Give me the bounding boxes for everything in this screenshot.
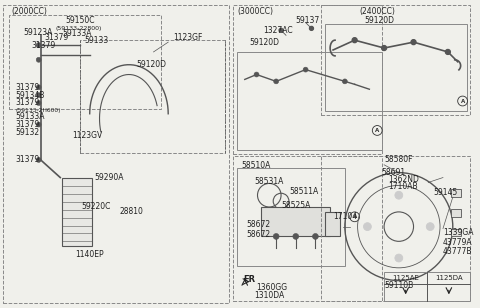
- Text: 59150C: 59150C: [65, 16, 95, 25]
- Text: 58691: 58691: [381, 168, 405, 177]
- Circle shape: [36, 85, 41, 90]
- Bar: [321, 5, 470, 115]
- Text: A: A: [375, 128, 379, 133]
- Circle shape: [36, 100, 41, 105]
- Circle shape: [426, 223, 434, 231]
- Text: 58531A: 58531A: [254, 177, 284, 186]
- Text: 1310DA: 1310DA: [254, 291, 285, 300]
- Text: 43777B: 43777B: [443, 247, 472, 256]
- Bar: [321, 156, 470, 301]
- Bar: [237, 52, 382, 150]
- Text: 59145: 59145: [433, 188, 457, 197]
- Text: 1125AE: 1125AE: [392, 275, 419, 281]
- Bar: [451, 209, 461, 217]
- Bar: [262, 207, 330, 237]
- Text: 1123GV: 1123GV: [72, 131, 102, 140]
- Circle shape: [342, 79, 348, 84]
- Text: 59120D: 59120D: [137, 60, 167, 69]
- Text: 59132: 59132: [15, 128, 39, 137]
- Text: (3000CC): (3000CC): [237, 7, 273, 16]
- Circle shape: [36, 122, 41, 127]
- Text: 59134B: 59134B: [15, 91, 45, 99]
- Text: 58672: 58672: [247, 230, 271, 239]
- Text: (2000CC): (2000CC): [11, 7, 47, 16]
- Text: (59133-2H600): (59133-2H600): [15, 108, 60, 113]
- Circle shape: [254, 72, 259, 77]
- Text: 43779A: 43779A: [443, 238, 473, 247]
- Circle shape: [352, 38, 357, 43]
- Text: 59133: 59133: [85, 36, 109, 45]
- Text: 59220C: 59220C: [82, 202, 111, 212]
- Circle shape: [273, 233, 279, 239]
- Text: 1360GG: 1360GG: [256, 283, 288, 292]
- Text: (59133-22800): (59133-22800): [55, 26, 102, 31]
- Text: 1327AC: 1327AC: [264, 26, 293, 35]
- Bar: [62, 177, 92, 246]
- Bar: [325, 24, 467, 111]
- Bar: [80, 40, 225, 153]
- Circle shape: [395, 191, 403, 199]
- Bar: [3, 5, 229, 303]
- Text: 58511A: 58511A: [289, 187, 318, 196]
- Text: 1339GA: 1339GA: [443, 228, 473, 237]
- Text: 31379: 31379: [45, 33, 69, 42]
- Text: 58525A: 58525A: [281, 201, 311, 209]
- Text: 58580F: 58580F: [384, 156, 413, 164]
- Text: 1362ND: 1362ND: [388, 175, 419, 184]
- Bar: [451, 229, 461, 237]
- Circle shape: [36, 157, 41, 162]
- Circle shape: [411, 40, 416, 45]
- Bar: [233, 5, 382, 154]
- Text: 1710AB: 1710AB: [388, 182, 418, 191]
- Text: 59120D: 59120D: [364, 16, 395, 25]
- Text: A: A: [352, 214, 357, 219]
- Text: 59123A: 59123A: [23, 28, 52, 37]
- Text: 17104: 17104: [333, 212, 357, 221]
- Text: 31379: 31379: [15, 156, 39, 164]
- Text: 59120D: 59120D: [250, 38, 280, 47]
- Circle shape: [36, 43, 41, 47]
- Bar: [384, 272, 470, 301]
- Bar: [325, 212, 340, 237]
- Text: 28810: 28810: [119, 207, 143, 217]
- Circle shape: [36, 93, 41, 98]
- Text: 59290A: 59290A: [95, 173, 124, 182]
- Text: 31379: 31379: [15, 83, 39, 92]
- Text: 1140EP: 1140EP: [75, 249, 104, 259]
- Text: 31379: 31379: [32, 41, 56, 50]
- Circle shape: [395, 254, 403, 262]
- Text: A: A: [460, 99, 465, 103]
- Circle shape: [293, 233, 299, 239]
- Text: 58510A: 58510A: [242, 161, 271, 170]
- Text: 59110B: 59110B: [384, 281, 413, 290]
- Circle shape: [363, 223, 372, 231]
- Bar: [9, 15, 161, 109]
- Text: FR: FR: [243, 275, 255, 284]
- Text: 1123GF: 1123GF: [173, 33, 203, 42]
- Bar: [237, 168, 345, 266]
- Text: 31379: 31379: [15, 120, 39, 129]
- Circle shape: [274, 79, 278, 84]
- Circle shape: [279, 28, 283, 32]
- Text: 1125DA: 1125DA: [435, 275, 463, 281]
- Text: 58672: 58672: [247, 220, 271, 229]
- Text: 59133A: 59133A: [15, 112, 45, 121]
- Text: 31379: 31379: [15, 99, 39, 107]
- Circle shape: [36, 57, 41, 62]
- Bar: [451, 189, 461, 197]
- Text: 59133A: 59133A: [62, 29, 92, 38]
- Circle shape: [303, 67, 308, 72]
- Circle shape: [312, 233, 318, 239]
- Circle shape: [310, 26, 313, 30]
- Circle shape: [445, 50, 450, 55]
- Text: (2400CC): (2400CC): [360, 7, 396, 16]
- Bar: [233, 156, 382, 301]
- Circle shape: [382, 46, 386, 51]
- Text: 59137: 59137: [296, 16, 320, 25]
